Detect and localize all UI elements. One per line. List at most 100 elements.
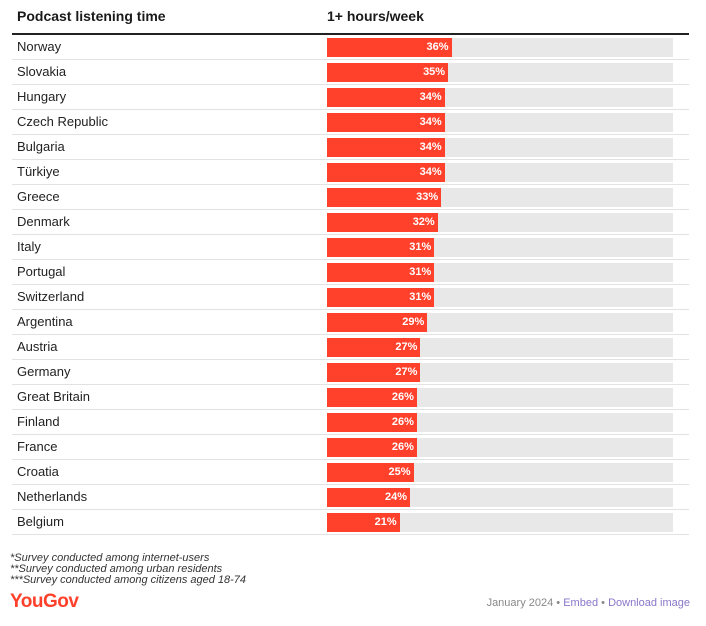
country-label: Türkiye	[17, 164, 60, 179]
bar: 34%	[327, 163, 445, 182]
table-row: Denmark 32%	[12, 210, 689, 235]
separator: •	[601, 597, 605, 609]
data-label: 34%	[419, 116, 442, 128]
data-label: 34%	[419, 91, 442, 103]
bar: 31%	[327, 238, 435, 257]
bar-track: 35%	[327, 63, 673, 82]
country-label: Switzerland	[17, 289, 85, 304]
footnote: ***Survey conducted among citizens aged …	[10, 574, 247, 586]
table-row: Belgium 21%	[12, 510, 689, 535]
country-label: Slovakia	[17, 64, 67, 79]
table-row: Italy 31%	[12, 235, 689, 260]
bar: 31%	[327, 288, 435, 307]
bar-track: 24%	[327, 488, 673, 507]
bar: 25%	[327, 463, 414, 482]
bar: 32%	[327, 213, 438, 232]
bar-chart: Norway 36% Slovakia 35% Hungary 34% Czech Repu…	[12, 35, 689, 535]
data-label: 25%	[388, 466, 411, 478]
yougov-logo: YouGov	[10, 591, 79, 612]
country-label: Italy	[17, 239, 41, 254]
country-label: Bulgaria	[17, 139, 65, 154]
bar-track: 34%	[327, 138, 673, 157]
data-label: 26%	[391, 441, 414, 453]
country-label: Greece	[17, 189, 60, 204]
data-label: 21%	[374, 516, 397, 528]
country-label: Denmark	[17, 214, 70, 229]
bar-track: 26%	[327, 388, 673, 407]
bar: 24%	[327, 488, 411, 507]
bar: 36%	[327, 38, 452, 57]
data-label: 27%	[395, 341, 418, 353]
bar: 27%	[327, 363, 421, 382]
country-label: Belgium	[17, 514, 64, 529]
bar-track: 27%	[327, 363, 673, 382]
bar: 33%	[327, 188, 442, 207]
table-row: Slovakia 35%	[12, 60, 689, 85]
table-row: Netherlands 24%	[12, 485, 689, 510]
bar: 29%	[327, 313, 428, 332]
country-label: Argentina	[17, 314, 73, 329]
data-label: 31%	[409, 241, 432, 253]
table-row: Greece 33%	[12, 185, 689, 210]
country-label: Croatia	[17, 464, 59, 479]
bar: 21%	[327, 513, 400, 532]
data-label: 36%	[426, 41, 449, 53]
bar-track: 32%	[327, 213, 673, 232]
data-label: 26%	[391, 391, 414, 403]
column-header-country: Podcast listening time	[17, 8, 166, 24]
table-row: Norway 36%	[12, 35, 689, 60]
bar-track: 27%	[327, 338, 673, 357]
table-row: Great Britain 26%	[12, 385, 689, 410]
table-row: Portugal 31%	[12, 260, 689, 285]
data-label: 32%	[412, 216, 435, 228]
bar-track: 21%	[327, 513, 673, 532]
country-label: Austria	[17, 339, 58, 354]
table-row: Switzerland 31%	[12, 285, 689, 310]
embed-link[interactable]: Embed	[563, 597, 599, 609]
data-label: 24%	[385, 491, 408, 503]
bar: 34%	[327, 113, 445, 132]
bar-track: 29%	[327, 313, 673, 332]
data-label: 31%	[409, 291, 432, 303]
bar: 34%	[327, 88, 445, 107]
footnotes: *Survey conducted among internet-users *…	[10, 553, 246, 586]
column-header-value: 1+ hours/week	[327, 8, 424, 24]
bar-track: 34%	[327, 88, 673, 107]
bar-track: 33%	[327, 188, 673, 207]
bar-track: 36%	[327, 38, 673, 57]
bar: 27%	[327, 338, 421, 357]
footnote: **Survey conducted among urban residents	[10, 563, 223, 575]
data-label: 33%	[416, 191, 439, 203]
data-label: 35%	[423, 66, 446, 78]
table-row: Finland 26%	[12, 410, 689, 435]
table-row: Germany 27%	[12, 360, 689, 385]
download-image-link[interactable]: Download image	[608, 597, 690, 609]
bar-track: 34%	[327, 113, 673, 132]
bar: 35%	[327, 63, 449, 82]
country-label: Netherlands	[17, 489, 88, 504]
data-label: 34%	[419, 166, 442, 178]
table-row: Czech Republic 34%	[12, 110, 689, 135]
table-row: Hungary 34%	[12, 85, 689, 110]
table-row: Croatia 25%	[12, 460, 689, 485]
table-row: France 26%	[12, 435, 689, 460]
data-label: 31%	[409, 266, 432, 278]
bar-track: 31%	[327, 238, 673, 257]
country-label: Germany	[17, 364, 71, 379]
table-row: Argentina 29%	[12, 310, 689, 335]
bar-track: 26%	[327, 413, 673, 432]
footnote: *Survey conducted among internet-users	[10, 552, 210, 564]
publish-date: January 2024	[486, 597, 554, 609]
country-label: Finland	[17, 414, 60, 429]
separator: •	[556, 597, 561, 609]
bar-track: 31%	[327, 288, 673, 307]
bar-track: 34%	[327, 163, 673, 182]
country-label: Czech Republic	[17, 114, 109, 129]
bar: 26%	[327, 413, 417, 432]
data-label: 26%	[391, 416, 414, 428]
table-header: Podcast listening time 1+ hours/week	[12, 6, 689, 35]
bar: 26%	[327, 438, 417, 457]
table-row: Austria 27%	[12, 335, 689, 360]
data-label: 34%	[419, 141, 442, 153]
bar-track: 26%	[327, 438, 673, 457]
